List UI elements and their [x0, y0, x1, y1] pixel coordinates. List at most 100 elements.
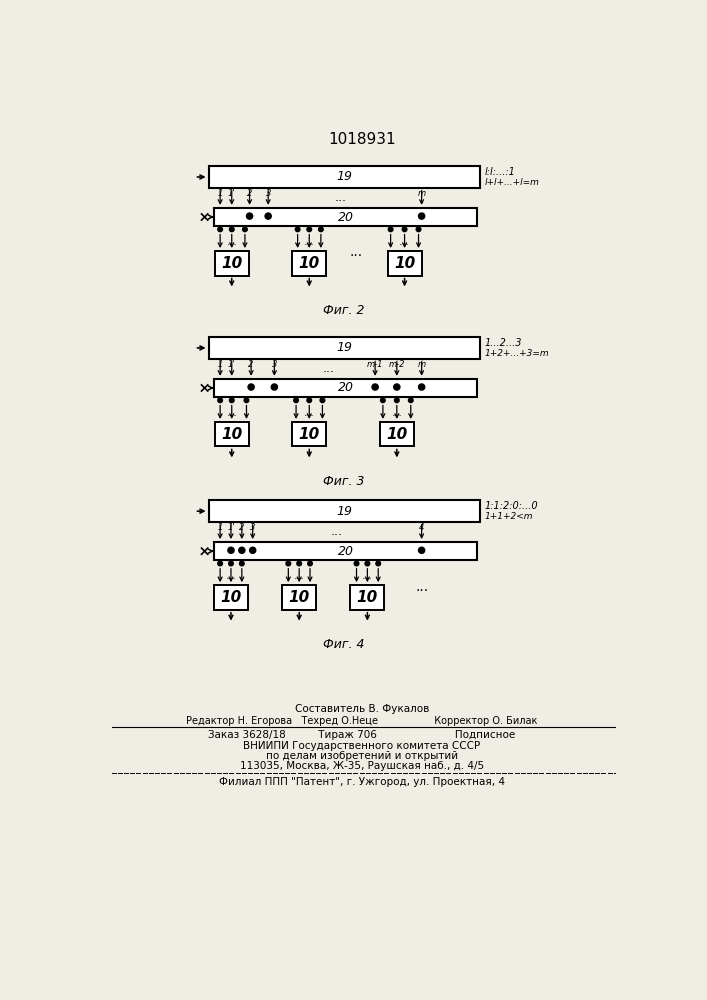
Text: ...: ... — [293, 571, 305, 581]
Bar — [215, 251, 249, 276]
Text: ...: ... — [304, 408, 315, 418]
Circle shape — [239, 547, 245, 553]
Text: 1': 1' — [227, 523, 235, 532]
Bar — [214, 585, 248, 610]
Text: 1': 1' — [228, 189, 235, 198]
Text: ...: ... — [349, 245, 362, 259]
Text: 1: 1 — [218, 189, 223, 198]
Text: 10: 10 — [394, 256, 415, 271]
Text: 1...2...3: 1...2...3 — [484, 338, 522, 348]
Circle shape — [265, 213, 271, 219]
Bar — [215, 422, 249, 446]
Circle shape — [218, 561, 223, 566]
Text: 2: 2 — [247, 189, 252, 198]
Bar — [380, 422, 414, 446]
Text: l+l+...+l=m: l+l+...+l=m — [484, 178, 539, 187]
Text: по делам изобретений и открытий: по делам изобретений и открытий — [266, 751, 458, 761]
Text: Фиг. 4: Фиг. 4 — [323, 638, 365, 651]
Circle shape — [228, 561, 233, 566]
Circle shape — [394, 384, 400, 390]
Circle shape — [307, 227, 312, 232]
Text: m: m — [418, 189, 426, 198]
Bar — [209, 337, 480, 359]
Bar — [292, 422, 327, 446]
Circle shape — [248, 384, 255, 390]
Text: 1: 1 — [218, 523, 223, 532]
Text: 20: 20 — [338, 381, 354, 394]
Text: ...: ... — [362, 571, 373, 581]
Circle shape — [244, 398, 249, 403]
Circle shape — [419, 547, 425, 553]
Text: 1018931: 1018931 — [328, 132, 396, 147]
Text: ...: ... — [399, 237, 410, 247]
Text: 19: 19 — [336, 170, 352, 183]
Text: 10: 10 — [386, 427, 407, 442]
Text: 3: 3 — [250, 523, 255, 532]
Text: ...: ... — [392, 408, 402, 418]
Text: 1+1+2<m: 1+1+2<m — [484, 512, 533, 521]
Text: Фиг. 3: Фиг. 3 — [323, 475, 365, 488]
Circle shape — [319, 227, 323, 232]
Bar — [292, 251, 327, 276]
Text: 4: 4 — [419, 523, 424, 532]
Text: 1: 1 — [218, 360, 223, 369]
Text: Редактор Н. Егорова   Техред О.Неце                  Корректор О. Билак: Редактор Н. Егорова Техред О.Неце Коррек… — [186, 716, 537, 726]
Circle shape — [308, 561, 312, 566]
Text: 113035, Москва, Ж-35, Раушская наб., д. 4/5: 113035, Москва, Ж-35, Раушская наб., д. … — [240, 761, 484, 771]
Circle shape — [380, 398, 385, 403]
Text: 19: 19 — [336, 341, 352, 354]
Circle shape — [240, 561, 244, 566]
Circle shape — [218, 227, 223, 232]
Circle shape — [388, 227, 393, 232]
Bar — [209, 500, 480, 522]
Circle shape — [230, 227, 234, 232]
Circle shape — [354, 561, 359, 566]
Text: 20: 20 — [338, 211, 354, 224]
Circle shape — [250, 547, 256, 553]
Text: ...: ... — [226, 408, 237, 418]
Bar — [351, 585, 385, 610]
Bar — [209, 166, 480, 188]
Text: ...: ... — [304, 237, 315, 247]
Circle shape — [395, 398, 399, 403]
Text: 10: 10 — [288, 590, 310, 605]
Circle shape — [376, 561, 380, 566]
Text: Фиг. 2: Фиг. 2 — [323, 304, 365, 317]
Circle shape — [419, 213, 425, 219]
Text: 20: 20 — [338, 545, 354, 558]
Circle shape — [307, 398, 312, 403]
Text: m: m — [418, 360, 426, 369]
Text: ...: ... — [334, 191, 346, 204]
Text: ...: ... — [226, 571, 236, 581]
Text: 10: 10 — [221, 590, 242, 605]
Text: 10: 10 — [298, 427, 320, 442]
Text: 10: 10 — [221, 256, 243, 271]
Text: l:l:...:1: l:l:...:1 — [484, 167, 515, 177]
Text: ВНИИПИ Государственного комитета СССР: ВНИИПИ Государственного комитета СССР — [243, 741, 481, 751]
Circle shape — [247, 213, 252, 219]
Text: Составитель В. Фукалов: Составитель В. Фукалов — [295, 704, 429, 714]
Text: ...: ... — [226, 237, 237, 247]
Text: m-1: m-1 — [367, 360, 383, 369]
Text: Филиал ППП "Патент", г. Ужгород, ул. Проектная, 4: Филиал ППП "Патент", г. Ужгород, ул. Про… — [219, 777, 505, 787]
Text: ...: ... — [322, 362, 334, 375]
Text: 1+2+...+3=m: 1+2+...+3=m — [484, 349, 549, 358]
Circle shape — [419, 384, 425, 390]
Circle shape — [409, 398, 413, 403]
Text: Заказ 3628/18          Тираж 706                        Подписное: Заказ 3628/18 Тираж 706 Подписное — [209, 730, 515, 740]
Circle shape — [402, 227, 407, 232]
Text: 2: 2 — [239, 523, 245, 532]
Text: 10: 10 — [357, 590, 378, 605]
Circle shape — [218, 398, 223, 403]
Text: ...: ... — [330, 525, 342, 538]
Circle shape — [365, 561, 370, 566]
Circle shape — [416, 227, 421, 232]
Circle shape — [293, 398, 298, 403]
Text: 1:1:2:0:...0: 1:1:2:0:...0 — [484, 501, 538, 511]
Text: 1': 1' — [228, 360, 235, 369]
Circle shape — [297, 561, 301, 566]
Bar — [387, 251, 421, 276]
Circle shape — [320, 398, 325, 403]
Bar — [282, 585, 316, 610]
Circle shape — [286, 561, 291, 566]
